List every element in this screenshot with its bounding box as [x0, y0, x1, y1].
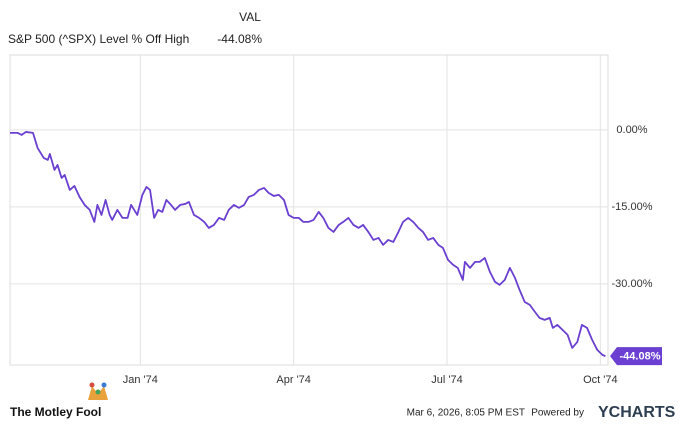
legend-series-value: -44.08%	[217, 32, 262, 46]
series-line	[10, 131, 606, 358]
timestamp: Mar 6, 2026, 8:05 PM EST	[407, 408, 525, 419]
y-tick-label: -15.00%	[612, 201, 653, 213]
latest-value-label: -44.08%	[620, 351, 661, 363]
legend-series-name: S&P 500 (^SPX) Level % Off High	[8, 32, 189, 46]
provider-logo: YCHARTS	[598, 404, 676, 421]
brand-logo	[88, 382, 108, 400]
y-tick-label: 0.00%	[616, 124, 647, 136]
grid	[10, 55, 608, 365]
latest-value-tag	[610, 347, 662, 366]
plot-frame	[9, 54, 609, 366]
x-tick-label: Oct '74	[583, 374, 618, 386]
x-tick-label: Jul '74	[431, 374, 462, 386]
x-tick-label: Jan '74	[123, 374, 158, 386]
x-tick-label: Apr '74	[276, 374, 311, 386]
y-tick-label: -30.00%	[612, 278, 653, 290]
legend-header: VAL	[239, 10, 261, 24]
brand-name: The Motley Fool	[10, 405, 101, 419]
powered-by: Powered by	[531, 408, 584, 419]
